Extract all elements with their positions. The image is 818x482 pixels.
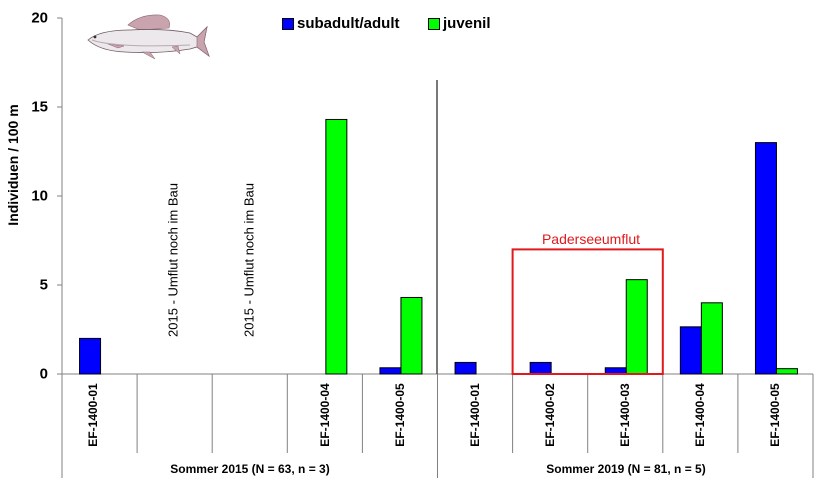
bar-subadult-adult <box>79 337 102 375</box>
x-category-label: EF-1400-05 <box>393 383 407 447</box>
x-category-label: EF-1400-01 <box>86 383 100 447</box>
legend-swatch-green <box>428 17 440 30</box>
y-tick-label: 10 <box>31 187 48 205</box>
annotation-paderseeumflut: Paderseeumflut <box>541 231 641 247</box>
bar-juvenil <box>775 368 798 375</box>
y-axis-label: Individuen / 100 m <box>5 104 21 226</box>
bar-juvenil <box>625 279 648 375</box>
legend-label: juvenil <box>443 15 491 32</box>
y-tick-label: 0 <box>39 365 48 383</box>
x-category-label: EF-1400-03 <box>618 383 632 447</box>
legend-item-subadult: subadult/adult <box>282 15 400 32</box>
annotation-box <box>511 248 664 375</box>
legend-swatch-blue <box>282 17 294 30</box>
y-tick-label: 15 <box>31 98 48 116</box>
x-category-label: EF-1400-02 <box>543 383 557 447</box>
x-category-label: EF-1400-04 <box>318 383 332 447</box>
bar-juvenil <box>700 302 723 375</box>
legend-label: subadult/adult <box>297 15 400 32</box>
group-label-2019: Sommer 2019 (N = 81, n = 5) <box>546 462 706 476</box>
x-category-label: EF-1400-04 <box>693 383 707 447</box>
bar-juvenil <box>400 296 423 375</box>
bar-subadult-adult <box>679 326 702 375</box>
bar-subadult-adult <box>754 142 777 375</box>
x-category-label: EF-1400-01 <box>468 383 482 447</box>
y-tick-label: 20 <box>31 9 48 27</box>
group-label-2015: Sommer 2015 (N = 63, n = 3) <box>170 462 330 476</box>
bar-subadult-adult <box>454 361 477 375</box>
note-under-construction: 2015 - Umflut noch im Bau <box>165 183 181 337</box>
bar-juvenil <box>325 118 348 375</box>
y-tick-label: 5 <box>39 276 48 294</box>
note-under-construction: 2015 - Umflut noch im Bau <box>241 183 257 337</box>
x-category-label: EF-1400-05 <box>768 383 782 447</box>
bar-subadult-adult <box>529 361 552 375</box>
bar-subadult-adult <box>379 367 402 375</box>
legend-item-juvenil: juvenil <box>428 15 491 32</box>
fish-icon <box>87 14 210 60</box>
